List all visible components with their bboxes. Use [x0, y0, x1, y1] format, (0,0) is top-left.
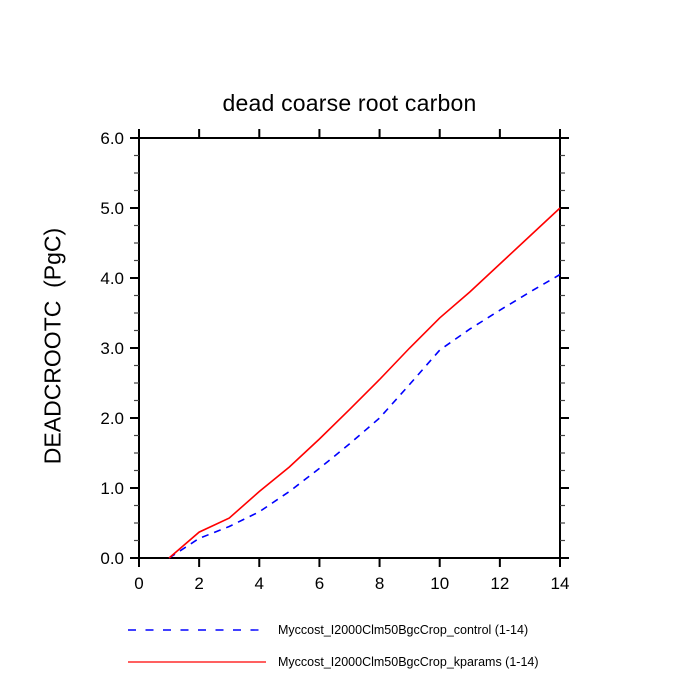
- y-tick-label: 6.0: [100, 129, 124, 148]
- plot-frame: [138, 137, 561, 559]
- legend-item-kparams: Myccost_I2000Clm50BgcCrop_kparams (1-14): [127, 653, 539, 670]
- series-control: [168, 273, 561, 559]
- x-tick-label: 14: [551, 574, 570, 593]
- x-tick-label: 0: [134, 574, 143, 593]
- y-tick-label: 0.0: [100, 549, 124, 568]
- series-kparams: [168, 207, 561, 559]
- y-tick-label: 1.0: [100, 479, 124, 498]
- y-tick-label: 4.0: [100, 269, 124, 288]
- x-tick-label: 12: [490, 574, 509, 593]
- y-tick-label: 3.0: [100, 339, 124, 358]
- legend-label-kparams: Myccost_I2000Clm50BgcCrop_kparams (1-14): [278, 654, 539, 669]
- solid-line-swatch: [128, 660, 266, 663]
- legend-label-control: Myccost_I2000Clm50BgcCrop_control (1-14): [278, 622, 529, 637]
- legend-item-control: Myccost_I2000Clm50BgcCrop_control (1-14): [127, 621, 528, 638]
- y-tick-label: 2.0: [100, 409, 124, 428]
- x-tick-label: 6: [315, 574, 324, 593]
- dashed-line-swatch: [128, 628, 263, 631]
- x-tick-label: 8: [375, 574, 384, 593]
- x-tick-label: 2: [194, 574, 203, 593]
- x-tick-label: 10: [430, 574, 449, 593]
- y-tick-label: 5.0: [100, 199, 124, 218]
- x-tick-label: 4: [255, 574, 264, 593]
- chart-title: dead coarse root carbon: [222, 90, 477, 116]
